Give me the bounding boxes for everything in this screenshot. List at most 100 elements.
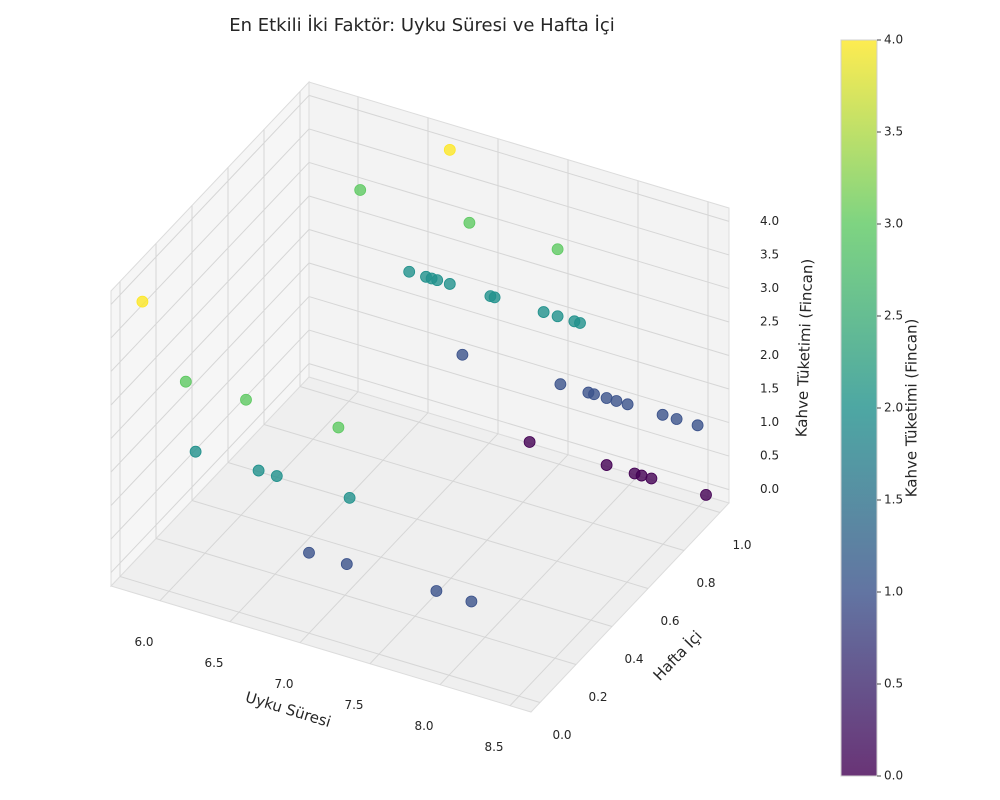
point: [523, 436, 536, 448]
colorbar-tick-label: 3.5: [884, 125, 903, 139]
grid-line: [119, 576, 541, 703]
grid-line: [110, 195, 310, 406]
y-tick-label: 0.0: [552, 728, 571, 742]
colorbar-tick-label: 3.0: [884, 217, 903, 231]
x-tick-label: 7.0: [274, 677, 293, 691]
grid-line: [308, 329, 730, 457]
y-tick-label: 1.0: [732, 538, 751, 552]
point: [691, 419, 704, 432]
grid-line: [308, 94, 730, 222]
grid-line: [263, 424, 685, 551]
x-axis-label: Uyku Süresi: [243, 688, 333, 731]
point: [136, 295, 149, 308]
colorbar-tick-label: 0.5: [884, 677, 903, 691]
colorbar-tick-label: 0.0: [884, 769, 903, 783]
grid-line: [110, 262, 310, 473]
chart-title: En Etkili İki Faktör: Uyku Süresi ve Haf…: [229, 15, 615, 36]
x-tick-label: 6.0: [134, 635, 153, 649]
point: [670, 413, 683, 425]
y-tick-label: 0.8: [696, 576, 715, 590]
point: [270, 470, 283, 482]
x-tick-label: 7.5: [344, 698, 363, 712]
grid-line: [110, 296, 310, 506]
grid-line: [308, 363, 730, 491]
x-tick-label: 8.0: [414, 719, 433, 733]
point: [303, 546, 315, 559]
grid-line: [308, 128, 730, 256]
point: [430, 585, 443, 597]
point: [656, 408, 669, 421]
grid-line: [308, 229, 730, 356]
z-tick-label: 0.5: [760, 449, 779, 463]
z-tick-label: 1.0: [760, 415, 779, 429]
point: [588, 388, 600, 401]
point: [488, 291, 501, 304]
y-tick-label: 0.2: [588, 690, 607, 704]
point: [431, 274, 444, 287]
point: [354, 184, 367, 196]
grid-line: [299, 386, 721, 513]
point: [551, 310, 564, 323]
point: [343, 491, 356, 504]
grid-line: [159, 391, 359, 602]
z-tick-label: 2.5: [760, 314, 779, 328]
point: [554, 378, 567, 391]
z-tick-label: 0.0: [760, 482, 779, 496]
colorbar-label: Kahve Tüketimi (Fincan): [903, 319, 921, 498]
grid-line: [439, 475, 639, 686]
z-tick-label: 4.0: [760, 214, 779, 228]
grid-line: [110, 229, 310, 439]
point: [700, 488, 712, 501]
grid-line: [308, 296, 730, 424]
point: [537, 306, 550, 318]
grid-line: [110, 95, 310, 305]
z-tick-label: 1.5: [760, 382, 779, 396]
colorbar-tick-label: 4.0: [884, 33, 903, 47]
z-tick-label: 3.5: [760, 247, 779, 261]
grid-line: [308, 161, 730, 289]
grid-line: [229, 412, 429, 623]
y-tick-label: 0.6: [660, 614, 679, 628]
grid-line: [191, 500, 613, 627]
z-tick-label: 3.0: [760, 281, 779, 295]
grid-line: [227, 462, 649, 589]
colorbar-tick-label: 1.5: [884, 493, 903, 507]
grid-line: [308, 195, 730, 323]
point: [551, 243, 564, 256]
point: [600, 392, 613, 404]
grid-line: [369, 454, 569, 665]
z-tick-label: 2.0: [760, 348, 779, 362]
point: [179, 375, 192, 388]
z-axis-label: Kahve Tüketimi (Fincan): [792, 258, 816, 437]
point: [465, 595, 478, 608]
point: [635, 469, 648, 482]
point: [463, 216, 476, 229]
grid-line: [110, 162, 310, 372]
grid-line: [509, 496, 709, 707]
grid-line: [110, 329, 310, 540]
x-tick-label: 6.5: [204, 656, 223, 670]
x-tick-label: 8.5: [484, 740, 503, 754]
grid-line: [299, 433, 499, 644]
point: [456, 348, 469, 361]
point: [443, 143, 456, 156]
y-tick-label: 0.4: [624, 652, 643, 666]
plot-area: 6.0 6.5 7.0 7.5 8.0 8.5 0.0 0.2 0.4 0.6 0.8 1.0 0.0 0…: [110, 80, 779, 754]
point: [574, 317, 586, 329]
grid-line: [155, 538, 577, 665]
grid-line: [308, 262, 730, 390]
point: [189, 445, 202, 458]
point: [340, 558, 353, 570]
point: [332, 421, 345, 434]
colorbar: [840, 39, 878, 777]
point: [403, 265, 416, 278]
point: [645, 472, 658, 485]
colorbar-tick-label: 2.5: [884, 309, 903, 323]
point: [610, 395, 623, 407]
y-axis-label: Hafta İçi: [649, 626, 706, 684]
colorbar-tick-label: 2.0: [884, 401, 903, 415]
colorbar-tick-label: 1.0: [884, 585, 903, 599]
point: [443, 278, 456, 290]
point: [252, 464, 265, 477]
